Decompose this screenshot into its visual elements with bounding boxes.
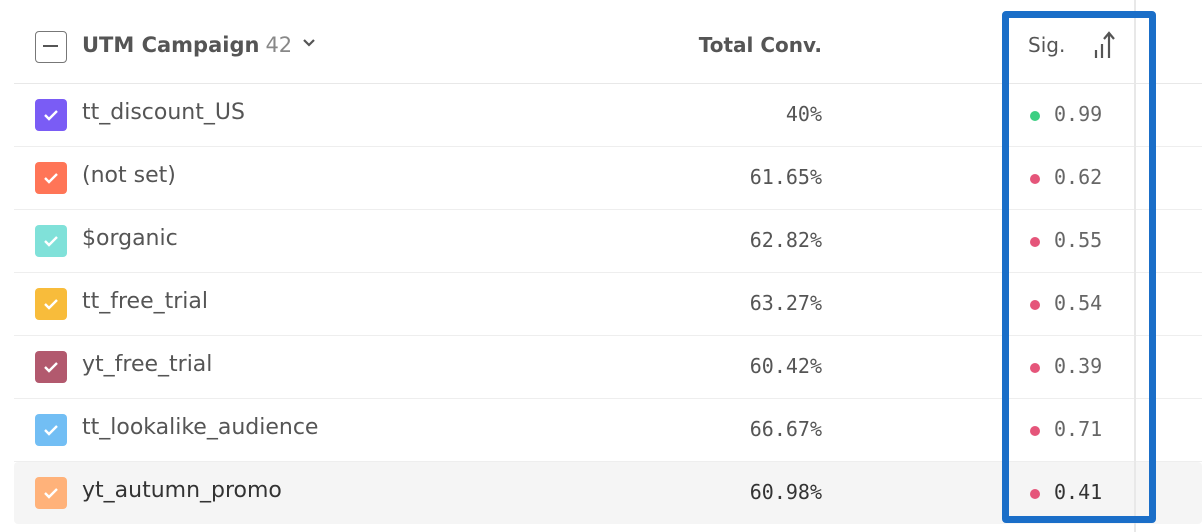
total-conv-value: 62.82% <box>749 228 822 252</box>
check-icon <box>44 425 58 436</box>
campaign-name: yt_free_trial <box>82 352 213 377</box>
sort-ascending-icon[interactable] <box>1092 30 1118 60</box>
total-conv-value: 61.65% <box>749 165 822 189</box>
significance-dot-icon <box>1030 174 1040 184</box>
row-checkbox[interactable] <box>35 477 67 509</box>
significance-dot-icon <box>1030 363 1040 373</box>
campaign-name: $organic <box>82 226 178 251</box>
check-icon <box>44 299 58 310</box>
column-divider <box>1134 0 1136 532</box>
table-row[interactable]: $organic 62.82% 0.55 <box>14 210 1202 273</box>
table-row[interactable]: tt_discount_US 40% 0.99 <box>14 84 1202 147</box>
check-icon <box>44 110 58 121</box>
table-row[interactable]: tt_free_trial 63.27% 0.54 <box>14 273 1202 336</box>
total-conv-value: 60.42% <box>749 354 822 378</box>
sig-value: 0.71 <box>1054 417 1103 441</box>
chevron-down-icon[interactable] <box>302 38 316 48</box>
campaign-name: tt_discount_US <box>82 100 245 125</box>
row-checkbox[interactable] <box>35 288 67 320</box>
row-checkbox[interactable] <box>35 162 67 194</box>
check-icon <box>44 173 58 184</box>
row-checkbox[interactable] <box>35 414 67 446</box>
sig-value: 0.55 <box>1054 228 1103 252</box>
sig-column-highlight <box>1002 11 1156 523</box>
total-conv-value: 60.98% <box>749 480 822 504</box>
check-icon <box>44 488 58 499</box>
column-header-utm-campaign[interactable]: UTM Campaign 42 <box>82 33 292 57</box>
significance-dot-icon <box>1030 426 1040 436</box>
campaign-name: tt_free_trial <box>82 289 209 314</box>
total-conv-value: 63.27% <box>749 291 822 315</box>
significance-dot-icon <box>1030 300 1040 310</box>
significance-dot-icon <box>1030 111 1040 121</box>
campaign-name: (not set) <box>82 163 176 188</box>
table-row[interactable]: tt_lookalike_audience 66.67% 0.71 <box>14 399 1202 462</box>
sig-value: 0.62 <box>1054 165 1103 189</box>
significance-dot-icon <box>1030 237 1040 247</box>
row-checkbox[interactable] <box>35 351 67 383</box>
significance-dot-icon <box>1030 489 1040 499</box>
row-checkbox[interactable] <box>35 225 67 257</box>
table-header: UTM Campaign 42 Total Conv. Sig. <box>14 0 1202 84</box>
total-conv-value: 40% <box>785 102 822 126</box>
check-icon <box>44 362 58 373</box>
table-row[interactable]: yt_free_trial 60.42% 0.39 <box>14 336 1202 399</box>
sig-value: 0.99 <box>1054 102 1103 126</box>
sig-value: 0.39 <box>1054 354 1103 378</box>
campaign-count: 42 <box>265 33 293 57</box>
column-header-total-conv[interactable]: Total Conv. <box>698 33 822 57</box>
table-row[interactable]: (not set) 61.65% 0.62 <box>14 147 1202 210</box>
total-conv-value: 66.67% <box>749 417 822 441</box>
check-icon <box>44 236 58 247</box>
select-all-checkbox[interactable] <box>35 31 67 63</box>
column-header-sig[interactable]: Sig. <box>1028 33 1066 57</box>
campaign-name: tt_lookalike_audience <box>82 415 319 440</box>
row-checkbox[interactable] <box>35 99 67 131</box>
campaign-name: yt_autumn_promo <box>82 478 282 503</box>
header-title: UTM Campaign <box>82 33 260 57</box>
sig-value: 0.54 <box>1054 291 1103 315</box>
sig-value: 0.41 <box>1054 480 1103 504</box>
